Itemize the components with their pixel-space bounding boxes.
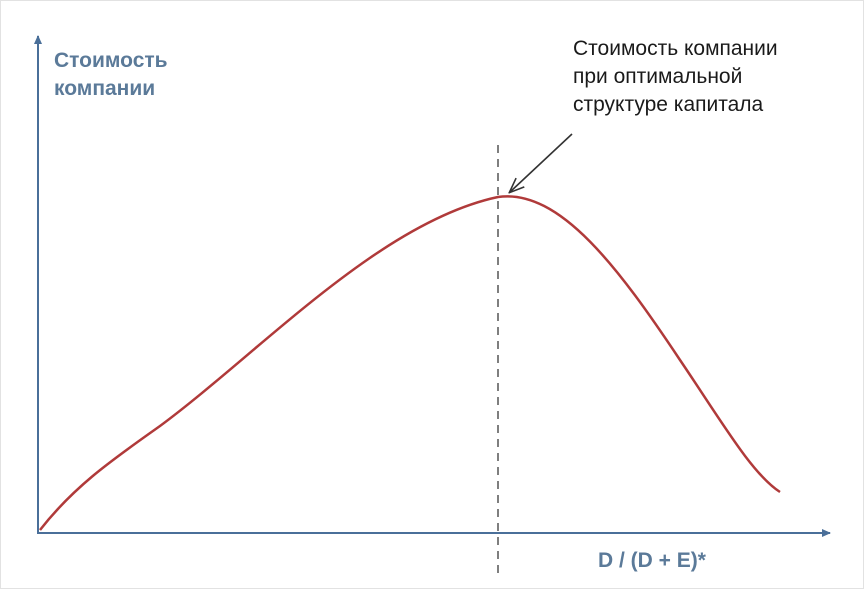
annotation: Стоимость компании [573,37,778,60]
annotation: структуре капитала [573,93,764,116]
annotation: при оптимальной [573,65,742,88]
annotation-arrow [510,133,573,192]
y-axis-label: компании [54,77,155,100]
y-axis-label: Стоимость [54,49,168,72]
x-axis-label: D / (D + E)* [598,549,707,572]
value-curve [39,195,781,531]
